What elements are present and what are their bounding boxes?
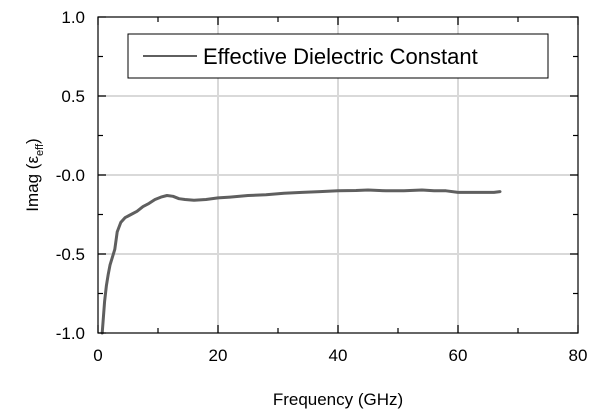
y-axis-label-close: ) <box>23 138 42 144</box>
y-tick-label: -1.0 <box>56 324 85 343</box>
x-tick-label: 0 <box>93 346 102 365</box>
y-axis-label: Imag (εeff) <box>23 138 46 211</box>
y-axis-label-main: Imag (ε <box>23 156 42 212</box>
legend-box <box>127 33 549 79</box>
y-tick-label: 0.5 <box>61 87 85 106</box>
x-axis-label: Frequency (GHz) <box>273 390 403 409</box>
ticks <box>97 16 579 334</box>
y-axis-label-subscript: eff <box>34 143 46 156</box>
legend-label: Effective Dielectric Constant <box>203 44 478 69</box>
tick-labels: 0 20 40 60 80 1.0 0.5 -0.0 -0.5 -1.0 <box>56 8 588 365</box>
y-tick-label: -0.0 <box>56 166 85 185</box>
series-line <box>100 188 502 335</box>
x-tick-label: 80 <box>569 346 588 365</box>
x-tick-label: 40 <box>329 346 348 365</box>
y-tick-label: -0.5 <box>56 245 85 264</box>
x-tick-label: 60 <box>449 346 468 365</box>
x-tick-label: 20 <box>209 346 228 365</box>
legend: Effective Dielectric Constant <box>127 33 549 79</box>
y-tick-label: 1.0 <box>61 8 85 27</box>
series-layer <box>100 188 502 335</box>
